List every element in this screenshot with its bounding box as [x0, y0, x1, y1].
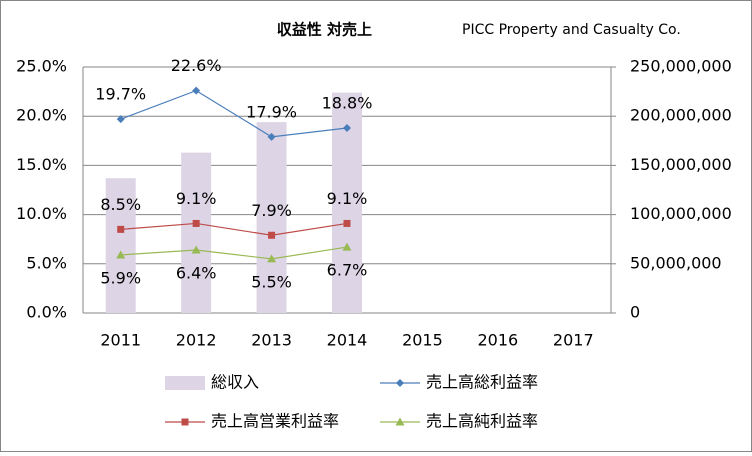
bar — [105, 178, 136, 313]
x-tick-label: 2016 — [477, 331, 518, 350]
y2-tick-label: 0 — [630, 303, 640, 322]
point — [267, 254, 277, 263]
legend-label: 売上高総利益率 — [426, 373, 538, 392]
x-tick-label: 2011 — [100, 331, 141, 350]
data-label: 5.9% — [100, 268, 141, 287]
point — [191, 245, 201, 254]
chart-title: 収益性 対売上 — [277, 21, 372, 39]
y-tick-label: 15.0% — [16, 155, 67, 174]
point — [116, 115, 125, 124]
data-label: 22.6% — [171, 56, 222, 75]
legend-marker — [181, 418, 189, 426]
y-tick-label: 25.0% — [16, 57, 67, 76]
legend-label: 売上高純利益率 — [426, 412, 538, 431]
data-label: 6.4% — [176, 264, 217, 283]
point — [192, 86, 201, 95]
y-tick-label: 5.0% — [26, 253, 67, 272]
x-tick-label: 2015 — [402, 331, 443, 350]
y2-tick-label: 200,000,000 — [630, 106, 732, 125]
legend-label: 総収入 — [211, 373, 259, 392]
data-label: 18.8% — [322, 94, 373, 113]
point — [267, 132, 276, 141]
legend-marker — [395, 417, 405, 426]
point — [343, 219, 351, 227]
data-label: 9.1% — [176, 189, 217, 208]
data-label: 8.5% — [100, 195, 141, 214]
legend-swatch — [165, 376, 205, 390]
data-label: 7.9% — [251, 201, 292, 220]
data-label: 9.1% — [327, 189, 368, 208]
data-label: 17.9% — [246, 102, 297, 121]
y2-tick-label: 50,000,000 — [630, 253, 722, 272]
y-tick-label: 20.0% — [16, 106, 67, 125]
data-label: 19.7% — [95, 85, 146, 104]
chart-subtitle: PICC Property and Casualty Co. — [462, 22, 681, 38]
y-tick-label: 10.0% — [16, 204, 67, 223]
legend-label: 売上高営業利益率 — [211, 412, 339, 431]
point — [116, 250, 126, 259]
bar — [181, 152, 212, 313]
y-tick-label: 0.0% — [26, 303, 67, 322]
x-tick-label: 2014 — [327, 331, 368, 350]
x-tick-label: 2013 — [251, 331, 292, 350]
y2-tick-label: 100,000,000 — [630, 204, 732, 223]
bar — [256, 122, 287, 313]
data-label: 5.5% — [251, 272, 292, 291]
y2-tick-label: 250,000,000 — [630, 57, 732, 76]
point — [268, 231, 276, 239]
line — [120, 89, 348, 138]
point — [342, 242, 352, 251]
y2-tick-label: 150,000,000 — [630, 155, 732, 174]
point — [343, 124, 351, 133]
point — [117, 225, 125, 233]
line — [120, 222, 348, 236]
line — [120, 246, 348, 260]
point — [192, 219, 200, 227]
data-label: 6.7% — [327, 261, 368, 280]
x-tick-label: 2012 — [176, 331, 217, 350]
x-tick-label: 2017 — [553, 331, 594, 350]
legend-marker — [396, 379, 404, 387]
